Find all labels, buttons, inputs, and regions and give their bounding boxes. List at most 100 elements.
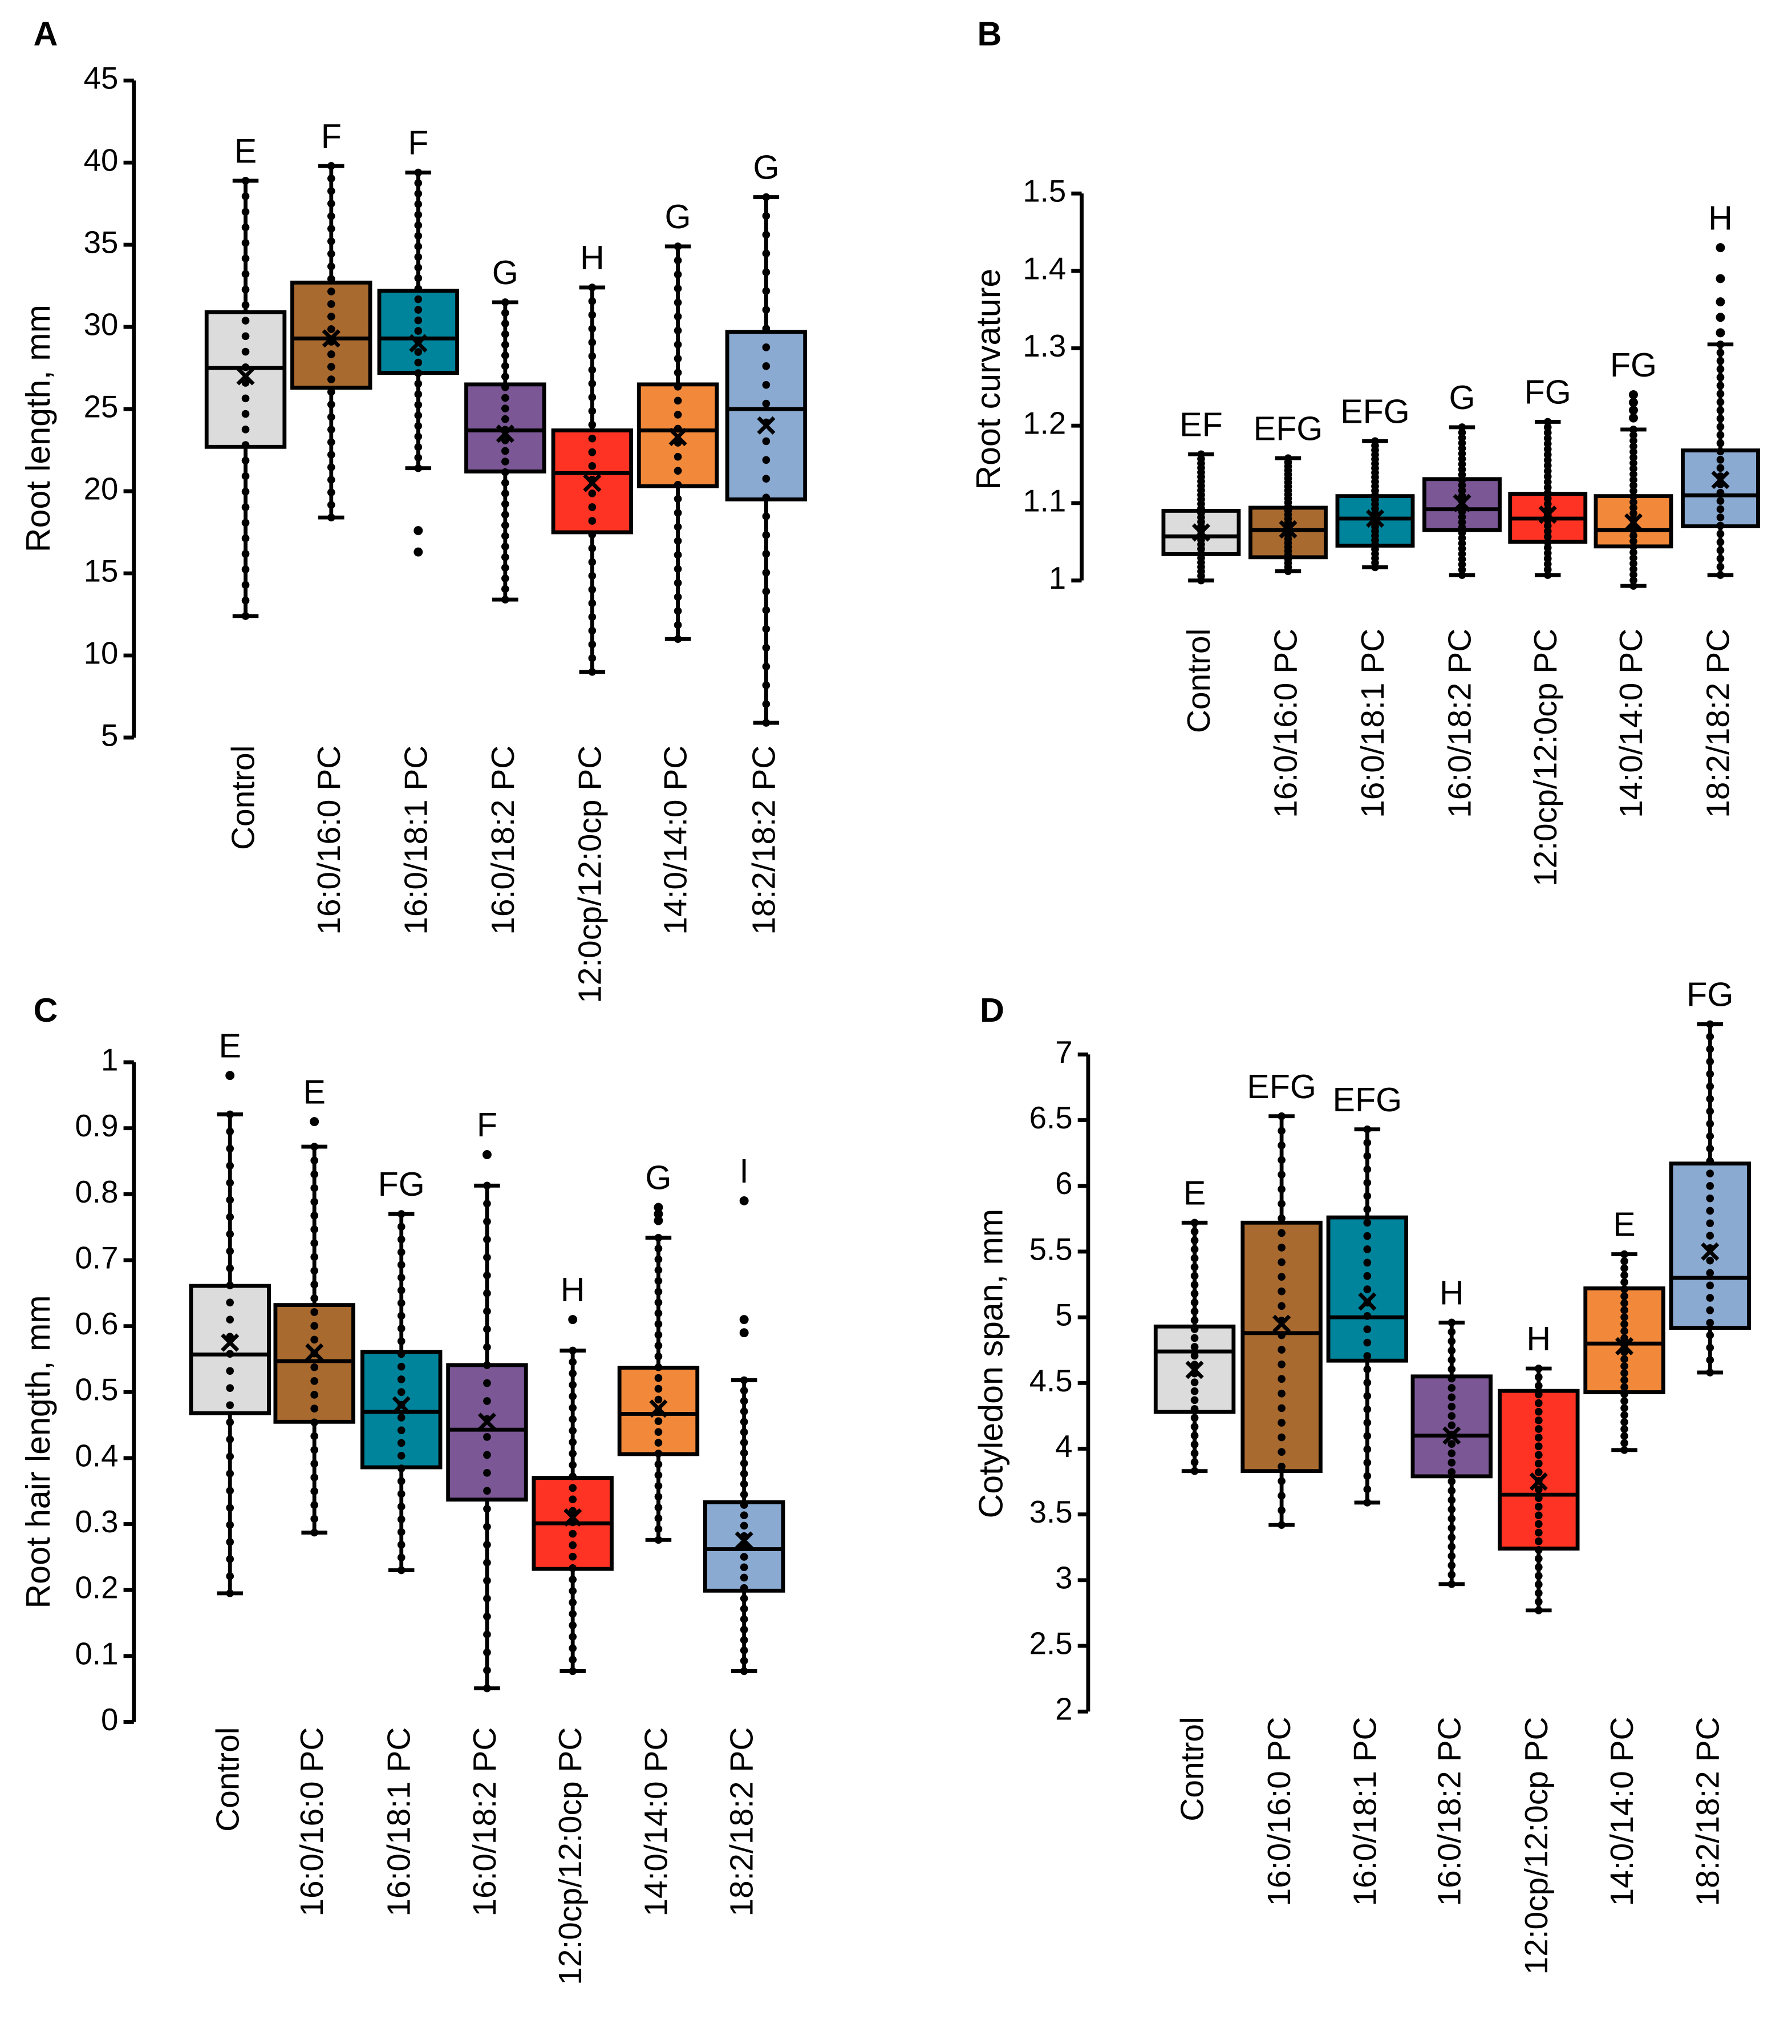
data-point — [1716, 505, 1725, 513]
data-point — [762, 399, 771, 408]
data-point — [588, 297, 597, 305]
data-point — [241, 270, 250, 278]
data-point — [501, 553, 509, 561]
significance-letter: H — [580, 238, 605, 277]
y-tick-label: 45 — [84, 61, 119, 96]
box-3: G 16:0/18:2 PC — [464, 253, 546, 935]
data-point — [1534, 1407, 1543, 1416]
mean-marker — [1538, 505, 1557, 524]
data-point — [654, 1255, 663, 1264]
data-point — [310, 1156, 319, 1165]
data-point — [226, 1470, 234, 1478]
data-point — [1534, 1580, 1543, 1589]
box-1: EFG 16:0/16:0 PC — [1248, 409, 1328, 818]
outlier-point — [739, 1315, 749, 1325]
box-5: E 14:0/14:0 PC — [1583, 1205, 1665, 1906]
data-point — [1363, 1272, 1372, 1280]
data-point — [1716, 406, 1725, 415]
data-point — [501, 362, 509, 370]
data-point — [310, 1308, 319, 1316]
data-point — [1629, 554, 1637, 562]
data-point — [1620, 1397, 1628, 1405]
data-point — [310, 1239, 319, 1248]
data-point — [588, 462, 597, 470]
data-point — [327, 400, 335, 408]
data-point — [1706, 1020, 1714, 1029]
data-point — [327, 350, 335, 358]
data-point — [762, 681, 771, 690]
data-point — [762, 381, 771, 389]
data-point — [241, 488, 250, 496]
data-point — [397, 1388, 406, 1397]
data-point — [1278, 1287, 1286, 1296]
significance-letter: E — [218, 1026, 241, 1065]
outlier-point — [654, 1216, 663, 1225]
data-point — [327, 488, 335, 496]
data-point — [241, 534, 250, 543]
data-point — [226, 1298, 234, 1307]
data-point — [654, 1298, 663, 1306]
significance-letter: FG — [1686, 976, 1733, 1014]
data-point — [1543, 467, 1552, 475]
mean-marker — [236, 367, 255, 386]
data-point — [397, 1553, 406, 1562]
data-point — [1534, 1606, 1543, 1614]
data-point — [241, 332, 250, 341]
data-point — [654, 1385, 663, 1393]
data-point — [654, 1352, 663, 1361]
data-point — [569, 1403, 577, 1412]
data-point — [310, 1515, 319, 1523]
data-point — [414, 274, 423, 282]
data-point — [1363, 1445, 1372, 1454]
data-point — [501, 585, 509, 593]
x-category-label: 16:0/18:1 PC — [398, 746, 434, 935]
data-point — [310, 1405, 319, 1412]
data-point — [654, 1450, 663, 1458]
x-category-label: 16:0/16:0 PC — [1267, 629, 1304, 818]
data-point — [762, 493, 771, 501]
data-point — [1629, 431, 1637, 439]
x-category-label: 14:0/14:0 PC — [1604, 1717, 1640, 1906]
data-point — [310, 1266, 319, 1275]
data-point — [1629, 492, 1637, 501]
data-point — [1706, 1157, 1714, 1165]
data-point — [569, 1656, 577, 1664]
data-point — [414, 432, 423, 441]
y-tick-label: 0.7 — [75, 1240, 119, 1275]
data-point — [1278, 1331, 1286, 1339]
data-point — [1543, 560, 1552, 568]
data-point — [762, 343, 771, 351]
data-point — [414, 242, 423, 250]
data-point — [1363, 1192, 1372, 1200]
data-point — [654, 1320, 663, 1328]
data-point — [310, 1335, 319, 1344]
data-point — [310, 1170, 319, 1179]
data-point — [241, 301, 250, 309]
data-point — [654, 1244, 663, 1253]
data-point — [1620, 1432, 1628, 1440]
data-point — [1706, 1120, 1714, 1128]
significance-letter: G — [753, 148, 779, 187]
significance-letter: H — [561, 1270, 585, 1309]
data-point — [1716, 447, 1725, 456]
y-tick-label: 35 — [84, 225, 119, 260]
data-point — [397, 1223, 406, 1231]
data-point — [762, 193, 771, 201]
data-point — [226, 1264, 234, 1273]
significance-letter: EFG — [1333, 1080, 1402, 1119]
data-point — [414, 443, 423, 451]
y-axis-label: Root length, mm — [19, 305, 57, 552]
data-point — [414, 285, 423, 293]
data-point — [1534, 1555, 1543, 1563]
mean-marker — [735, 1531, 753, 1550]
box-6: FG 18:2/18:2 PC — [1669, 976, 1751, 1906]
data-point — [1190, 1316, 1199, 1325]
data-point — [1190, 1334, 1199, 1342]
mean-marker — [305, 1343, 324, 1362]
data-point — [1620, 1411, 1628, 1419]
data-point — [1629, 543, 1637, 551]
data-point — [241, 581, 250, 589]
data-point — [1448, 1412, 1456, 1420]
data-point — [1620, 1306, 1628, 1314]
data-point — [310, 1143, 319, 1151]
